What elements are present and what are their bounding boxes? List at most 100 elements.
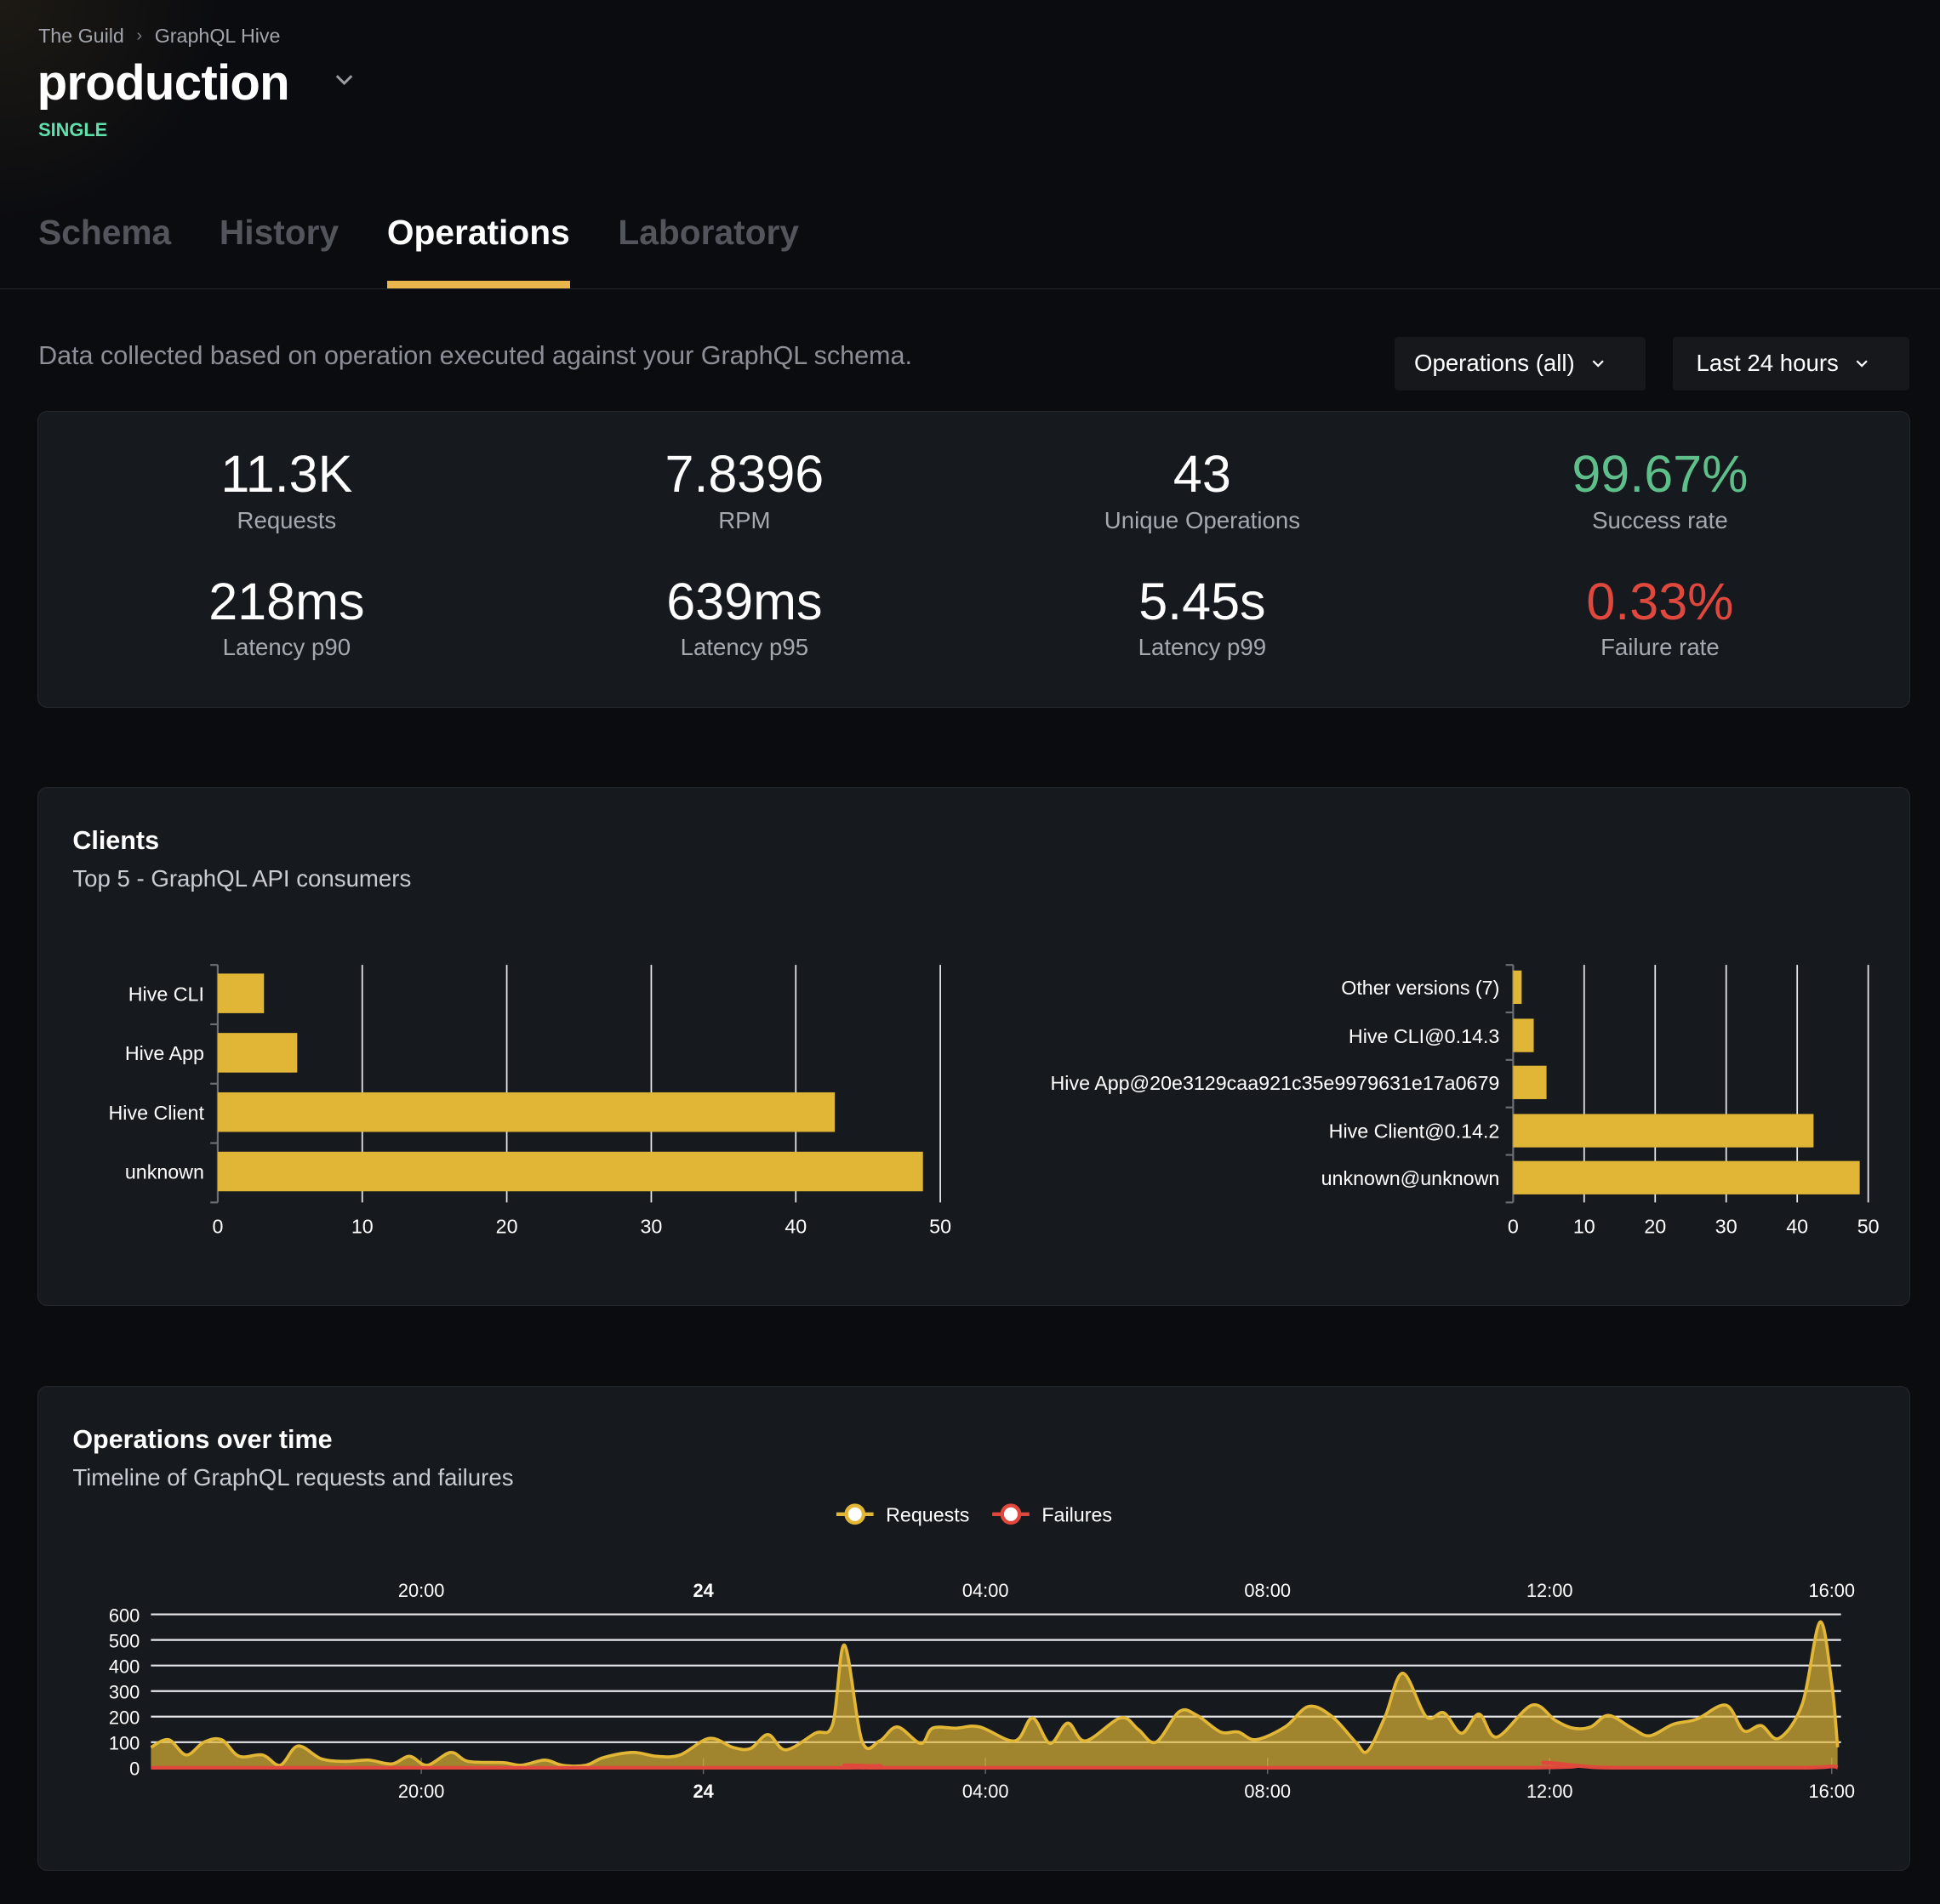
bar-hive-client-0-14-2	[1513, 1114, 1814, 1148]
tab-operations[interactable]: Operations	[386, 213, 570, 288]
stat-value: 0.33%	[1586, 572, 1734, 630]
category-label: Other versions (7)	[1341, 977, 1499, 999]
y-tick-label: 200	[109, 1707, 140, 1728]
operations-filter-dropdown[interactable]: Operations (all)	[1394, 336, 1646, 391]
stat-unique-operations: 43 Unique Operations	[973, 445, 1431, 534]
legend-label-failures: Failures	[1041, 1504, 1112, 1526]
bar-other-versions-7-	[1513, 970, 1522, 1004]
operations-over-time-subtitle: Timeline of GraphQL requests and failure…	[72, 1464, 514, 1491]
chevron-down-icon	[1856, 360, 1869, 368]
x-tick-label: 50	[1857, 1216, 1880, 1238]
x-tick-label: 0	[212, 1216, 223, 1238]
operations-over-time-title: Operations over time	[72, 1424, 333, 1454]
series-line-failures	[151, 1760, 1840, 1770]
x-tick-label-bottom: 20:00	[398, 1781, 445, 1802]
x-tick-label: 20	[496, 1216, 518, 1238]
stat-value: 43	[1173, 445, 1231, 503]
bar-hive-client	[217, 1092, 836, 1132]
x-tick-label: 0	[1508, 1216, 1519, 1238]
x-tick-label-top: 20:00	[398, 1580, 445, 1601]
bar-hive-app-20e3129caa921c35e9979631e17a0679	[1513, 1065, 1547, 1099]
stat-success-rate: 99.67% Success rate	[1431, 445, 1889, 534]
y-tick-label: 100	[109, 1733, 140, 1754]
stat-label: RPM	[718, 506, 771, 533]
clients-card: Clients Top 5 - GraphQL API consumers	[37, 786, 1911, 1307]
bar-unknown-unknown	[1513, 1160, 1860, 1194]
x-tick-label-top: 16:00	[1808, 1580, 1855, 1601]
bar-unknown	[217, 1151, 923, 1192]
bar-hive-cli	[217, 973, 265, 1013]
legend-marker-failures-icon	[1000, 1503, 1022, 1525]
stat-label: Requests	[237, 506, 337, 533]
stat-label: Latency p95	[680, 634, 809, 661]
x-tick-label: 20	[1644, 1216, 1666, 1238]
x-tick-label: 10	[351, 1216, 374, 1238]
chevron-down-icon	[1592, 360, 1604, 368]
x-tick-label-top: 24	[693, 1580, 714, 1601]
x-tick-label-top: 04:00	[962, 1580, 1009, 1601]
bar-hive-cli-0-14-3	[1513, 1018, 1534, 1052]
stat-label: Unique Operations	[1104, 506, 1300, 533]
breadcrumb-project[interactable]: GraphQL Hive	[154, 25, 281, 48]
x-tick-label-bottom: 12:00	[1526, 1781, 1573, 1802]
period-filter-dropdown[interactable]: Last 24 hours	[1672, 336, 1909, 391]
stats-card: 11.3K Requests 7.8396 RPM 43 Unique Operation…	[37, 410, 1911, 708]
x-tick-label: 30	[640, 1216, 662, 1238]
clients-subtitle: Top 5 - GraphQL API consumers	[72, 865, 412, 892]
x-tick-label-bottom: 24	[693, 1781, 714, 1802]
legend-label-requests: Requests	[886, 1504, 969, 1526]
chevron-right-icon: ›	[136, 26, 143, 46]
x-tick-label-bottom: 16:00	[1808, 1781, 1855, 1802]
stat-latency-p99: 5.45s Latency p99	[973, 573, 1431, 662]
x-tick-label: 40	[785, 1216, 807, 1238]
x-tick-label: 30	[1715, 1216, 1737, 1238]
breadcrumb-organization[interactable]: The Guild	[38, 25, 124, 48]
bar-hive-app	[217, 1033, 298, 1073]
y-tick-label: 400	[109, 1656, 140, 1677]
tab-history[interactable]: History	[219, 213, 340, 253]
stat-rpm: 7.8396 RPM	[516, 445, 973, 534]
stat-value: 11.3K	[220, 445, 353, 503]
category-label: Hive Client@0.14.2	[1329, 1120, 1500, 1143]
stat-label: Latency p99	[1138, 634, 1267, 661]
x-tick-label-bottom: 04:00	[962, 1781, 1009, 1802]
stat-value: 5.45s	[1138, 572, 1266, 630]
stat-requests: 11.3K Requests	[58, 445, 516, 534]
stat-latency-p90: 218ms Latency p90	[58, 573, 516, 662]
clients-title: Clients	[72, 825, 160, 855]
x-tick-label-top: 12:00	[1526, 1580, 1573, 1601]
y-tick-label: 300	[109, 1681, 140, 1702]
category-label: Hive CLI@0.14.3	[1349, 1025, 1499, 1047]
series-area-requests	[151, 1622, 1838, 1768]
stat-value: 218ms	[208, 572, 365, 630]
period-filter-label: Last 24 hours	[1696, 350, 1839, 377]
stat-value: 7.8396	[665, 445, 824, 503]
stat-latency-p95: 639ms Latency p95	[516, 573, 973, 662]
stat-value: 99.67%	[1572, 445, 1749, 503]
stat-value: 639ms	[666, 572, 823, 630]
category-label: Hive App@20e3129caa921c35e9979631e17a067…	[1051, 1072, 1500, 1094]
x-tick-label-bottom: 08:00	[1244, 1781, 1291, 1802]
page-description: Data collected based on operation execut…	[38, 341, 912, 371]
stat-failure-rate: 0.33% Failure rate	[1431, 573, 1889, 662]
category-label: Hive CLI	[128, 983, 204, 1005]
breadcrumb: The Guild › GraphQL Hive	[38, 25, 280, 48]
y-tick-label: 500	[109, 1630, 140, 1651]
x-tick-label: 50	[929, 1216, 951, 1238]
y-tick-label: 0	[129, 1759, 140, 1780]
tab-laboratory[interactable]: Laboratory	[618, 213, 800, 253]
chevron-down-icon[interactable]	[332, 67, 357, 92]
tab-schema[interactable]: Schema	[38, 213, 172, 253]
category-label: Hive App	[125, 1042, 204, 1064]
stat-label: Failure rate	[1600, 634, 1720, 661]
tab-bar: Schema History Operations Laboratory	[38, 213, 799, 288]
page-title: production	[37, 54, 290, 111]
operations-over-time-card: Operations over time Timeline of GraphQL…	[37, 1385, 1911, 1871]
category-label: unknown@unknown	[1321, 1167, 1500, 1189]
x-tick-label: 10	[1573, 1216, 1595, 1238]
y-tick-label: 600	[109, 1605, 140, 1626]
operations-filter-label: Operations (all)	[1413, 350, 1575, 377]
stat-label: Success rate	[1592, 506, 1728, 533]
